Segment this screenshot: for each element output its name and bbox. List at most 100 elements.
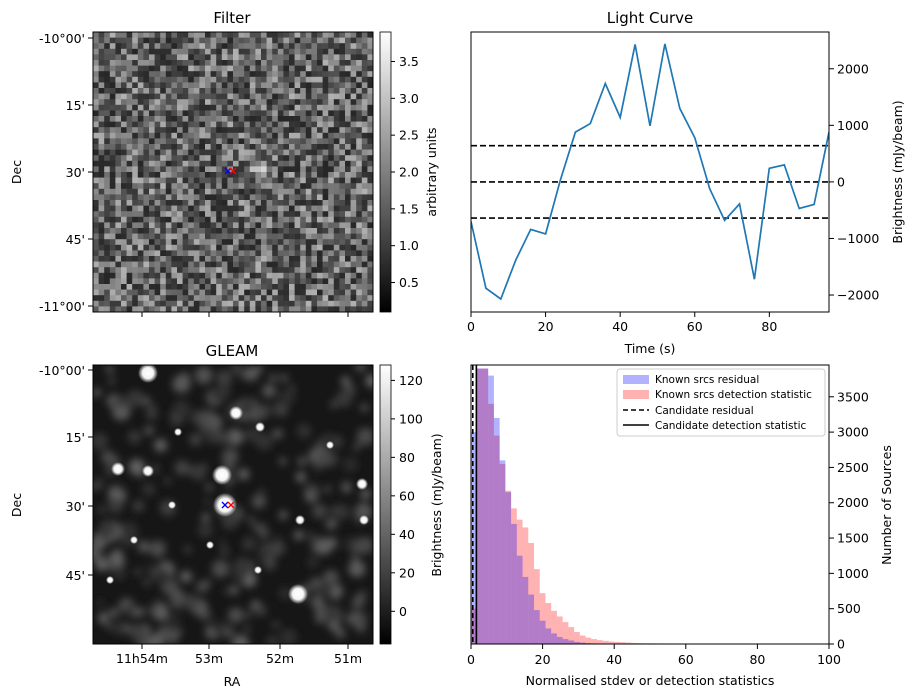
filter-pixel: [300, 104, 307, 111]
filter-pixel: [255, 244, 262, 251]
filter-pixel: [249, 149, 256, 156]
filter-pixel: [188, 233, 195, 240]
filter-pixel: [367, 32, 373, 38]
filter-pixel: [233, 267, 239, 274]
filter-pixel: [328, 32, 335, 38]
filter-pixel: [328, 155, 335, 162]
filter-pixel: [115, 160, 122, 167]
filter-pixel: [261, 99, 267, 106]
filter-pixel: [221, 200, 228, 206]
gleam-noise-blob: [169, 636, 178, 644]
filter-pixel: [132, 127, 139, 134]
filter-pixel: [249, 278, 256, 285]
filter-pixel: [109, 99, 116, 106]
filter-pixel: [205, 289, 211, 296]
filter-pixel: [227, 233, 234, 240]
filter-pixel: [356, 233, 363, 240]
filter-pixel: [238, 289, 245, 296]
filter-pixel: [277, 54, 284, 61]
filter-pixel: [333, 200, 340, 206]
filter-pixel: [126, 93, 133, 100]
filter-pixel: [300, 250, 307, 257]
filter-pixel: [199, 93, 206, 100]
filter-pixel: [289, 160, 295, 167]
filter-pixel: [367, 289, 373, 296]
gleam-source: [212, 465, 232, 485]
histogram-y-tick-label: 0: [837, 637, 845, 652]
filter-pixel: [132, 48, 139, 55]
filter-pixel: [266, 200, 273, 206]
filter-pixel: [328, 88, 335, 94]
filter-pixel: [294, 228, 301, 234]
filter-pixel: [188, 132, 195, 139]
filter-pixel: [238, 172, 245, 178]
filter-pixel: [205, 60, 211, 66]
filter-pixel: [221, 284, 228, 290]
filter-pixel: [233, 194, 239, 201]
filter-pixel: [182, 138, 189, 145]
filter-pixel: [160, 222, 167, 229]
filter-pixel: [137, 211, 144, 218]
filter-panel: Filter -10°00' 15' 30' 45' -11°00': [9, 9, 439, 317]
filter-pixel: [305, 267, 312, 274]
filter-pixel: [182, 250, 189, 257]
filter-pixel: [104, 239, 111, 246]
filter-pixel: [294, 188, 301, 195]
filter-pixel: [216, 160, 223, 167]
filter-pixel: [160, 233, 167, 240]
filter-pixel: [361, 194, 368, 201]
filter-pixel: [294, 295, 301, 302]
filter-pixel: [182, 177, 189, 184]
filter-pixel: [328, 222, 335, 229]
filter-pixel: [132, 300, 139, 307]
filter-pixel: [205, 177, 211, 184]
filter-pixel: [249, 127, 256, 134]
filter-pixel: [143, 48, 150, 55]
filter-pixel: [104, 194, 111, 201]
filter-pixel: [199, 155, 206, 162]
filter-pixel: [283, 194, 290, 201]
filter-pixel: [305, 65, 312, 72]
filter-pixel: [233, 261, 239, 268]
filter-pixel: [261, 116, 267, 122]
filter-pixel: [283, 166, 290, 173]
filter-pixel: [171, 289, 178, 296]
gleam-markers: [221, 501, 235, 509]
histogram-y-tick-label: 500: [837, 601, 861, 616]
filter-pixel: [143, 93, 150, 100]
filter-pixel: [121, 233, 127, 240]
filter-pixel: [109, 166, 116, 173]
legend-swatch-detection: [623, 390, 649, 399]
filter-pixel: [132, 88, 139, 94]
filter-pixel: [272, 300, 279, 307]
filter-pixel: [165, 32, 172, 38]
filter-pixel: [350, 32, 357, 38]
filter-pixel: [294, 211, 301, 218]
filter-pixel: [210, 99, 217, 106]
filter-pixel: [210, 132, 217, 139]
filter-pixel: [93, 222, 99, 229]
filter-pixel: [361, 211, 368, 218]
filter-pixel: [283, 177, 290, 184]
filter-pixel: [109, 132, 116, 139]
filter-pixel: [367, 300, 373, 307]
filter-pixel: [126, 166, 133, 173]
filter-pixel: [317, 104, 323, 111]
histogram-bar-detection: [585, 637, 592, 644]
filter-pixel: [249, 239, 256, 246]
filter-pixel: [244, 104, 251, 111]
filter-pixel: [177, 300, 183, 307]
filter-colorbar: 0.51.01.52.02.53.03.5 arbitrary units: [379, 31, 439, 313]
filter-pixel: [272, 183, 279, 190]
filter-pixel: [109, 244, 116, 251]
filter-pixel: [305, 205, 312, 212]
filter-pixel: [300, 177, 307, 184]
filter-pixel: [328, 267, 335, 274]
filter-pixel: [339, 60, 346, 66]
filter-pixel: [361, 216, 368, 223]
filter-pixel: [199, 205, 206, 212]
filter-pixel: [272, 200, 279, 206]
gleam-noise-blob: [142, 482, 156, 496]
filter-pixel: [300, 54, 307, 61]
filter-pixel: [283, 183, 290, 190]
